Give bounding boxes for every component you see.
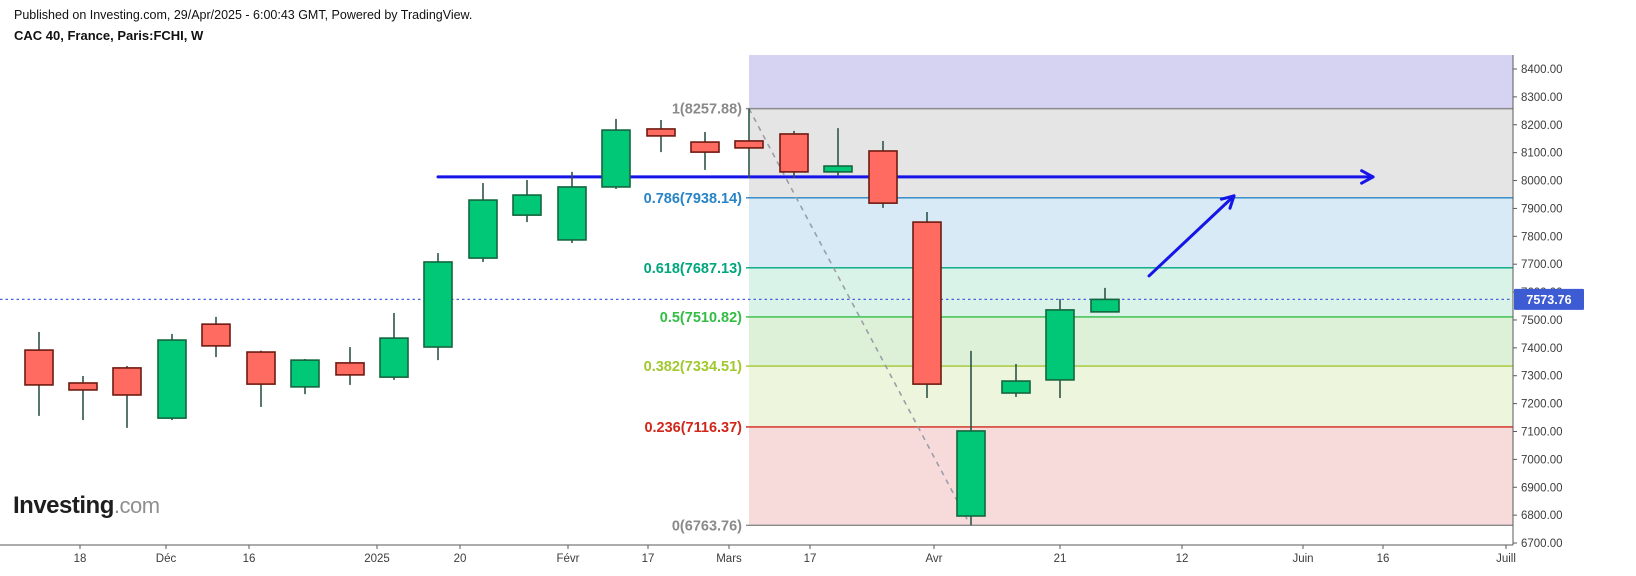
y-axis-label: 7200.00 [1521,399,1563,411]
current-price-badge-text: 7573.76 [1526,293,1571,307]
y-axis-label: 7700.00 [1521,259,1563,271]
fib-band [749,108,1513,198]
x-axis-label: Avr [925,553,942,565]
candlestick [290,359,320,388]
candlestick [1045,309,1075,381]
candlestick [335,362,365,376]
x-axis-label: Déc [156,553,177,565]
x-axis-label: Juill [1496,553,1516,565]
projection-arrow-head [1228,194,1236,210]
x-axis-label: 18 [74,553,87,565]
y-axis-label: 6800.00 [1521,510,1563,522]
investing-logo-suffix: .com [113,493,160,518]
instrument-title: CAC 40, France, Paris:FCHI, W [14,28,204,43]
candlestick [601,129,631,188]
current-price-badge [1514,288,1584,310]
candlestick [68,382,98,391]
candlestick [468,199,498,259]
fib-level-label: 0.786(7938.14) [644,191,743,207]
fib-level-label: 0.382(7334.51) [644,359,743,375]
candlestick [379,337,409,378]
x-axis-label: 12 [1176,553,1189,565]
candlestick [868,150,898,204]
y-axis-label: 7400.00 [1521,343,1563,355]
horizontal-trend-arrow-head [1360,169,1375,179]
projection-arrow [1147,194,1236,278]
y-axis-label: 7900.00 [1521,203,1563,215]
fib-band [749,267,1513,317]
x-axis-label: 21 [1054,553,1067,565]
projection-arrow-head [1219,194,1236,201]
fib-band [749,316,1513,367]
y-axis-label: 7000.00 [1521,454,1563,466]
fib-level-label: 1(8257.88) [672,102,742,118]
fib-level-label: 0.618(7687.13) [644,261,743,277]
candlestick [157,339,187,419]
candlestick [24,349,54,386]
candlestick [1001,380,1031,394]
candlestick [1090,298,1120,313]
y-axis-label: 8300.00 [1521,92,1563,104]
x-axis-label: 20 [454,553,467,565]
horizontal-trend-arrow-head [1360,175,1375,185]
candlestick [201,323,231,347]
candlestick [912,221,942,385]
x-axis-label: 16 [1377,553,1390,565]
y-axis-label: 8400.00 [1521,64,1563,76]
y-axis-label: 8100.00 [1521,148,1563,160]
candlestick [690,141,720,153]
fib-band [749,426,1513,526]
candlestick [779,133,809,173]
investing-logo-brand: Investing [13,492,114,519]
candlestick [646,128,676,137]
fib-level-label: 0.236(7116.37) [644,420,742,436]
published-caption: Published on Investing.com, 29/Apr/2025 … [14,8,473,22]
y-axis-label: 8000.00 [1521,176,1563,188]
fib-band [749,55,1513,109]
candlestick [956,430,986,517]
candlestick [823,165,853,173]
y-axis-label: 7800.00 [1521,231,1563,243]
x-axis-label: 16 [243,553,256,565]
candlestick [246,351,276,385]
y-axis-label: 8200.00 [1521,120,1563,132]
fib-level-label: 0.5(7510.82) [660,310,742,326]
candlestick [423,261,453,348]
fib-band [749,197,1513,268]
x-axis-label: Mars [716,553,742,565]
y-axis-label: 7300.00 [1521,371,1563,383]
y-axis-label: 7100.00 [1521,427,1563,439]
x-axis-label: Juin [1292,553,1313,565]
x-axis-label: 17 [642,553,655,565]
y-axis-label: 6900.00 [1521,482,1563,494]
fib-level-label: 0(6763.76) [672,518,742,534]
fib-baseline [748,108,969,522]
investing-logo: Investing.com [13,492,160,520]
candlestick [112,367,142,396]
candlestick [557,186,587,241]
y-axis-label: 7500.00 [1521,315,1563,327]
fib-band [749,366,1513,427]
candlestick [734,140,764,149]
candlestick [512,194,542,216]
x-axis-label: 17 [804,553,817,565]
x-axis-label: 2025 [364,553,390,565]
x-axis-label: Févr [557,553,580,565]
y-axis-label: 6700.00 [1521,538,1563,550]
